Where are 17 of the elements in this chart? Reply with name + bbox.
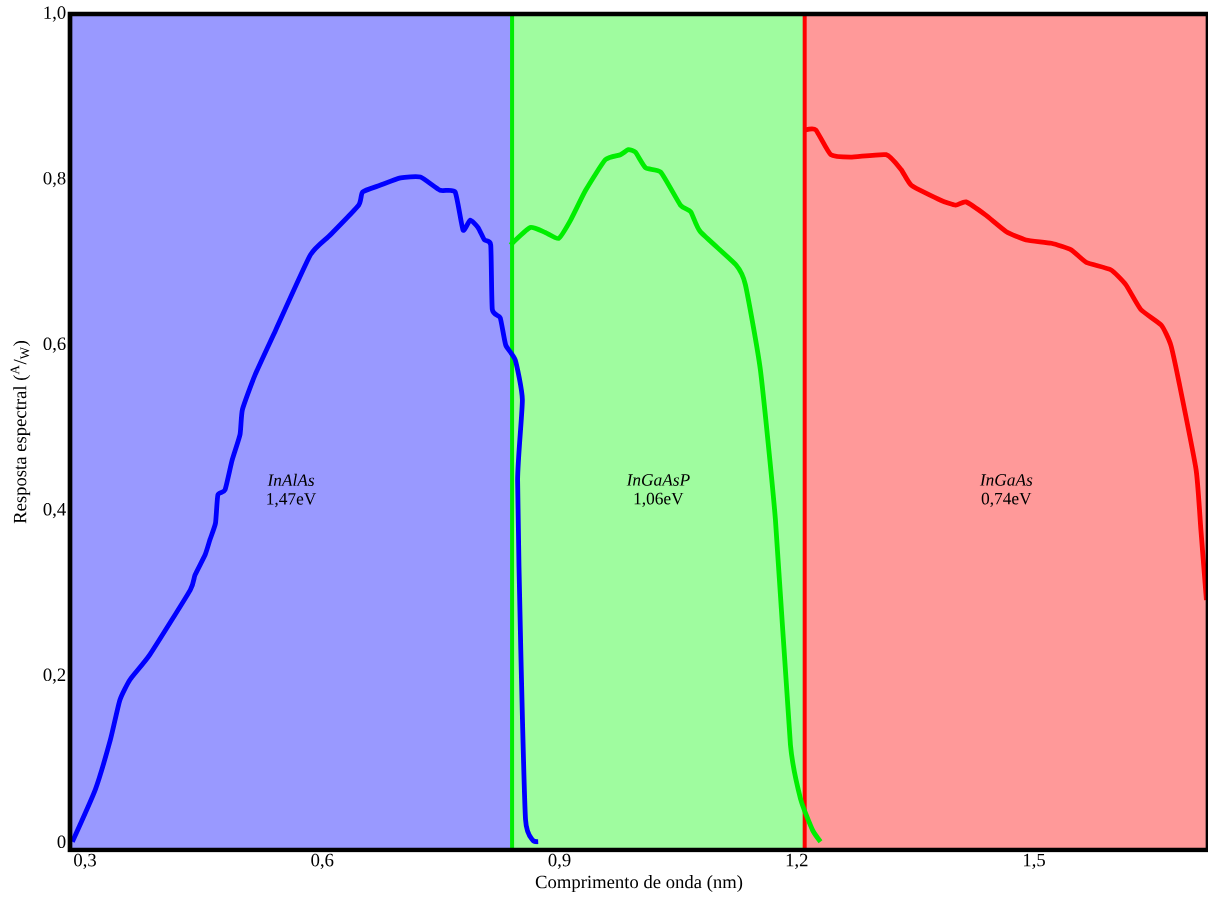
- band-label: InGaAsP 1,06eV: [626, 474, 690, 507]
- y-tick-label: 0,2: [43, 668, 66, 684]
- y-tick-label: 1,0: [44, 6, 66, 22]
- y-tick-label: 0: [57, 835, 66, 849]
- x-tick-label: 1,5: [1023, 853, 1045, 869]
- y-tick-label: 0,6: [43, 337, 66, 353]
- y-tick-label: 0,4: [43, 502, 66, 519]
- x-tick-label: 0,9: [548, 853, 571, 870]
- x-tick-label: 0,6: [311, 853, 334, 870]
- x-axis-title: Comprimento de onda (nm): [535, 875, 743, 893]
- x-tick-label: 0,3: [74, 853, 96, 870]
- band-label: InGaAs 0,74eV: [979, 474, 1033, 507]
- x-tick-label: 1,2: [786, 853, 808, 870]
- y-tick-label: 0,8: [43, 171, 66, 188]
- line-series: [70, 174, 541, 845]
- band-label: InAlAs 1,47eV: [267, 473, 317, 508]
- y-axis-title: Resposta espectral ($^{A}$/$_{W}$): [10, 340, 31, 524]
